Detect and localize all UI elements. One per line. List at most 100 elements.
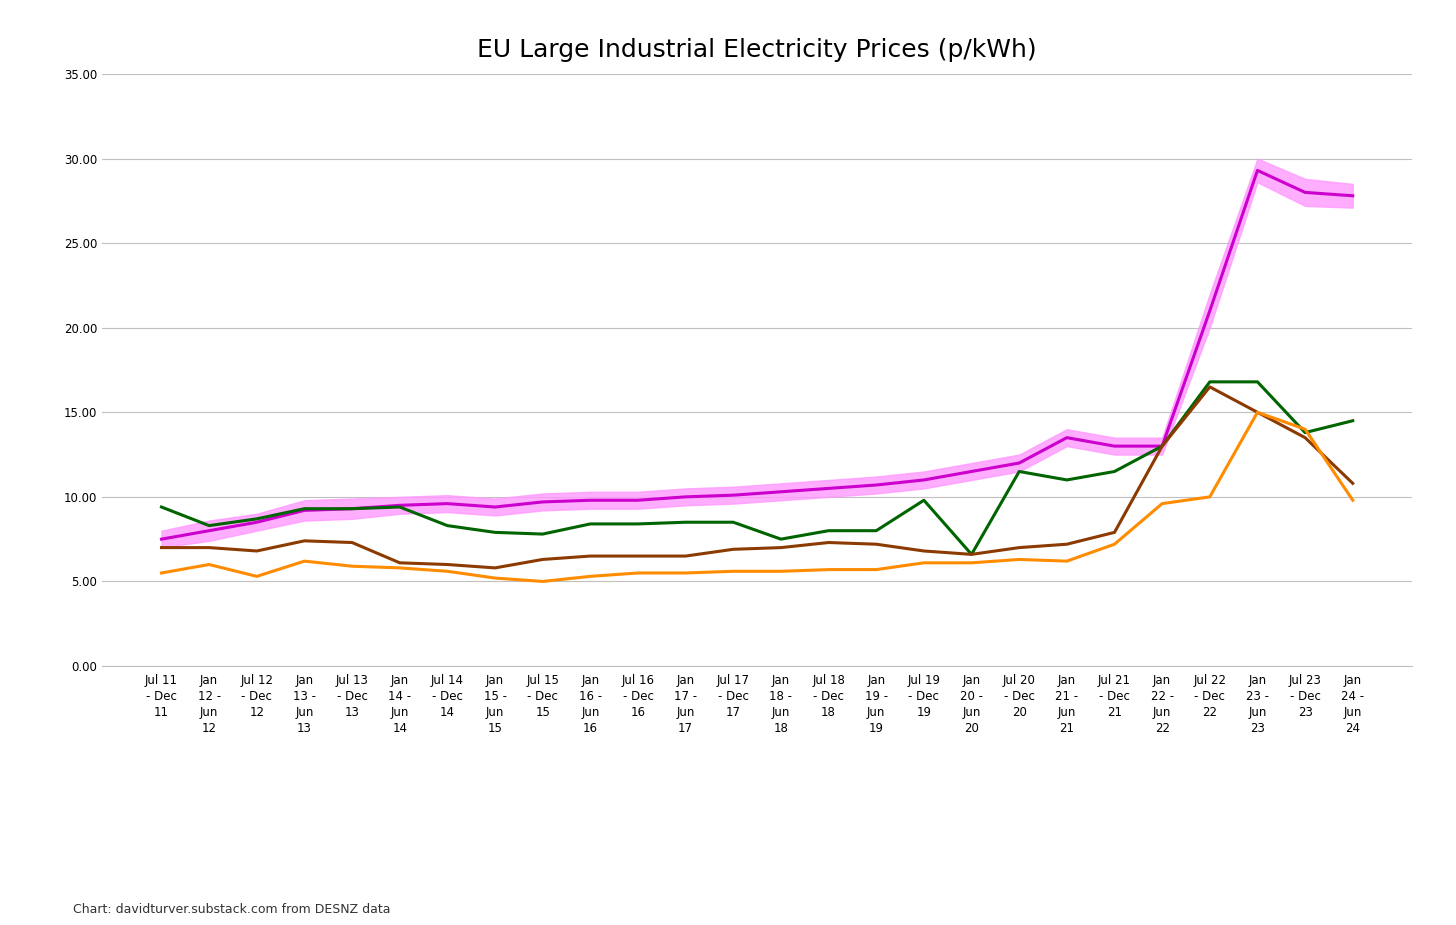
Germany bbox=[629, 518, 646, 529]
EU 14 Median bbox=[677, 550, 695, 561]
UK bbox=[962, 466, 980, 477]
UK bbox=[1059, 432, 1076, 443]
UK bbox=[772, 487, 789, 498]
UK bbox=[534, 497, 552, 508]
EU 14 Median bbox=[1105, 527, 1123, 538]
Line: Germany: Germany bbox=[162, 382, 1353, 554]
UK bbox=[486, 501, 504, 512]
UK bbox=[248, 517, 265, 528]
EU 14 Median bbox=[296, 536, 313, 547]
EU 14 Median bbox=[1059, 538, 1076, 549]
France bbox=[1249, 407, 1267, 418]
EU 14 Median bbox=[438, 559, 456, 570]
France bbox=[772, 566, 789, 577]
UK bbox=[1105, 440, 1123, 451]
UK bbox=[296, 505, 313, 516]
Germany bbox=[725, 517, 743, 528]
Germany bbox=[1059, 475, 1076, 486]
UK bbox=[438, 498, 456, 509]
UK bbox=[344, 503, 361, 514]
France bbox=[1296, 424, 1313, 435]
France bbox=[392, 562, 409, 574]
UK bbox=[392, 500, 409, 511]
EU 14 Median bbox=[1249, 407, 1267, 418]
EU 14 Median bbox=[1010, 542, 1028, 553]
UK bbox=[725, 489, 743, 500]
UK bbox=[1249, 165, 1267, 176]
Germany bbox=[296, 503, 313, 514]
Germany bbox=[248, 513, 265, 524]
France bbox=[1059, 556, 1076, 567]
Line: France: France bbox=[162, 413, 1353, 582]
Germany bbox=[1010, 466, 1028, 477]
UK bbox=[820, 483, 837, 494]
France bbox=[581, 571, 598, 582]
EU 14 Median bbox=[486, 562, 504, 574]
Germany bbox=[534, 528, 552, 539]
Germany bbox=[392, 501, 409, 512]
France bbox=[153, 567, 170, 578]
France bbox=[725, 566, 743, 577]
Germany bbox=[1344, 415, 1361, 426]
EU 14 Median bbox=[534, 554, 552, 565]
Germany bbox=[486, 527, 504, 538]
France bbox=[868, 564, 885, 575]
Germany bbox=[1201, 376, 1219, 388]
Text: Chart: davidturver.substack.com from DESNZ data: Chart: davidturver.substack.com from DES… bbox=[73, 903, 390, 916]
Germany bbox=[916, 495, 933, 506]
Germany bbox=[1249, 376, 1267, 388]
Germany bbox=[581, 518, 598, 529]
Germany bbox=[962, 549, 980, 560]
EU 14 Median bbox=[344, 537, 361, 549]
Line: EU 14 Median: EU 14 Median bbox=[162, 387, 1353, 568]
France bbox=[820, 564, 837, 575]
France bbox=[534, 576, 552, 587]
France bbox=[677, 567, 695, 578]
France bbox=[248, 571, 265, 582]
UK bbox=[1153, 440, 1171, 451]
EU 14 Median bbox=[581, 550, 598, 561]
Germany bbox=[1105, 466, 1123, 477]
UK bbox=[1344, 191, 1361, 202]
Title: EU Large Industrial Electricity Prices (p/kWh): EU Large Industrial Electricity Prices (… bbox=[478, 38, 1037, 62]
EU 14 Median bbox=[153, 542, 170, 553]
UK bbox=[916, 475, 933, 486]
UK bbox=[1010, 458, 1028, 469]
Germany bbox=[772, 534, 789, 545]
EU 14 Median bbox=[820, 537, 837, 549]
France bbox=[438, 566, 456, 577]
France bbox=[1201, 491, 1219, 502]
France bbox=[1344, 495, 1361, 506]
UK bbox=[153, 534, 170, 545]
UK bbox=[868, 479, 885, 490]
Germany bbox=[438, 520, 456, 531]
Germany bbox=[344, 503, 361, 514]
Line: UK: UK bbox=[162, 170, 1353, 539]
UK bbox=[201, 525, 218, 536]
France bbox=[962, 557, 980, 568]
Germany bbox=[868, 525, 885, 536]
UK bbox=[677, 491, 695, 502]
UK bbox=[629, 495, 646, 506]
EU 14 Median bbox=[1296, 432, 1313, 443]
EU 14 Median bbox=[1153, 440, 1171, 451]
EU 14 Median bbox=[725, 544, 743, 555]
EU 14 Median bbox=[248, 546, 265, 557]
France bbox=[201, 559, 218, 570]
France bbox=[296, 556, 313, 567]
Germany bbox=[1296, 427, 1313, 438]
UK bbox=[1201, 305, 1219, 316]
France bbox=[629, 567, 646, 578]
Germany bbox=[677, 517, 695, 528]
UK bbox=[1296, 187, 1313, 198]
EU 14 Median bbox=[1201, 381, 1219, 392]
EU 14 Median bbox=[392, 557, 409, 568]
EU 14 Median bbox=[868, 538, 885, 549]
France bbox=[344, 561, 361, 572]
Germany bbox=[153, 501, 170, 512]
Germany bbox=[820, 525, 837, 536]
Germany bbox=[201, 520, 218, 531]
EU 14 Median bbox=[629, 550, 646, 561]
France bbox=[486, 573, 504, 584]
UK bbox=[581, 495, 598, 506]
